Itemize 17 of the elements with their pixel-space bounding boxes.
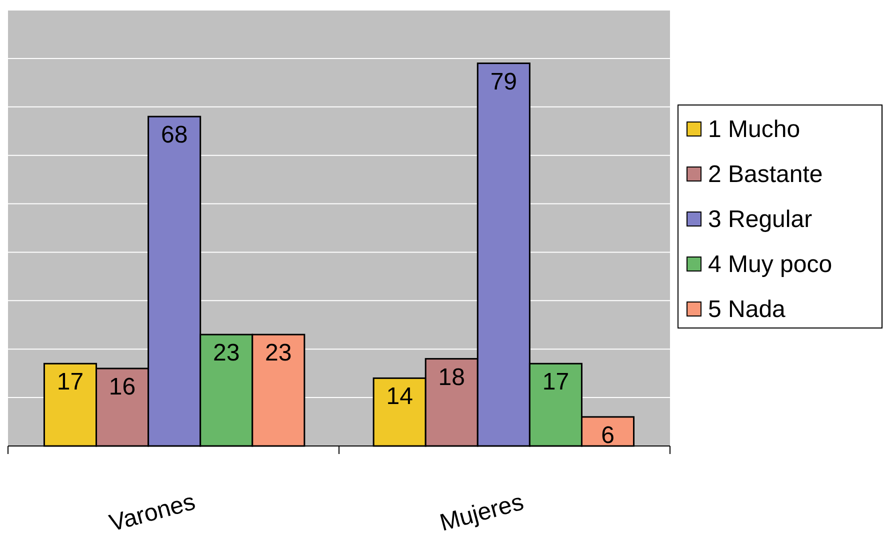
legend-label: 5 Nada: [708, 296, 786, 323]
data-label: 23: [265, 340, 292, 367]
x-tick-label: Mujeres: [437, 488, 526, 537]
data-label: 23: [213, 340, 240, 367]
data-label: 6: [601, 422, 614, 449]
data-label: 18: [438, 364, 465, 391]
data-label: 79: [490, 68, 518, 96]
legend-label: 4 Muy poco: [708, 251, 832, 278]
data-label: 68: [160, 122, 188, 149]
legend-label: 1 Mucho: [708, 116, 800, 143]
legend-label: 3 Regular: [708, 206, 812, 233]
data-label: 16: [108, 373, 136, 400]
legend-label: 2 Bastante: [708, 161, 823, 188]
data-label: 14: [386, 383, 413, 410]
x-tick-label: Varones: [106, 488, 198, 538]
data-label: 17: [56, 368, 84, 396]
data-label: 17: [542, 368, 570, 396]
